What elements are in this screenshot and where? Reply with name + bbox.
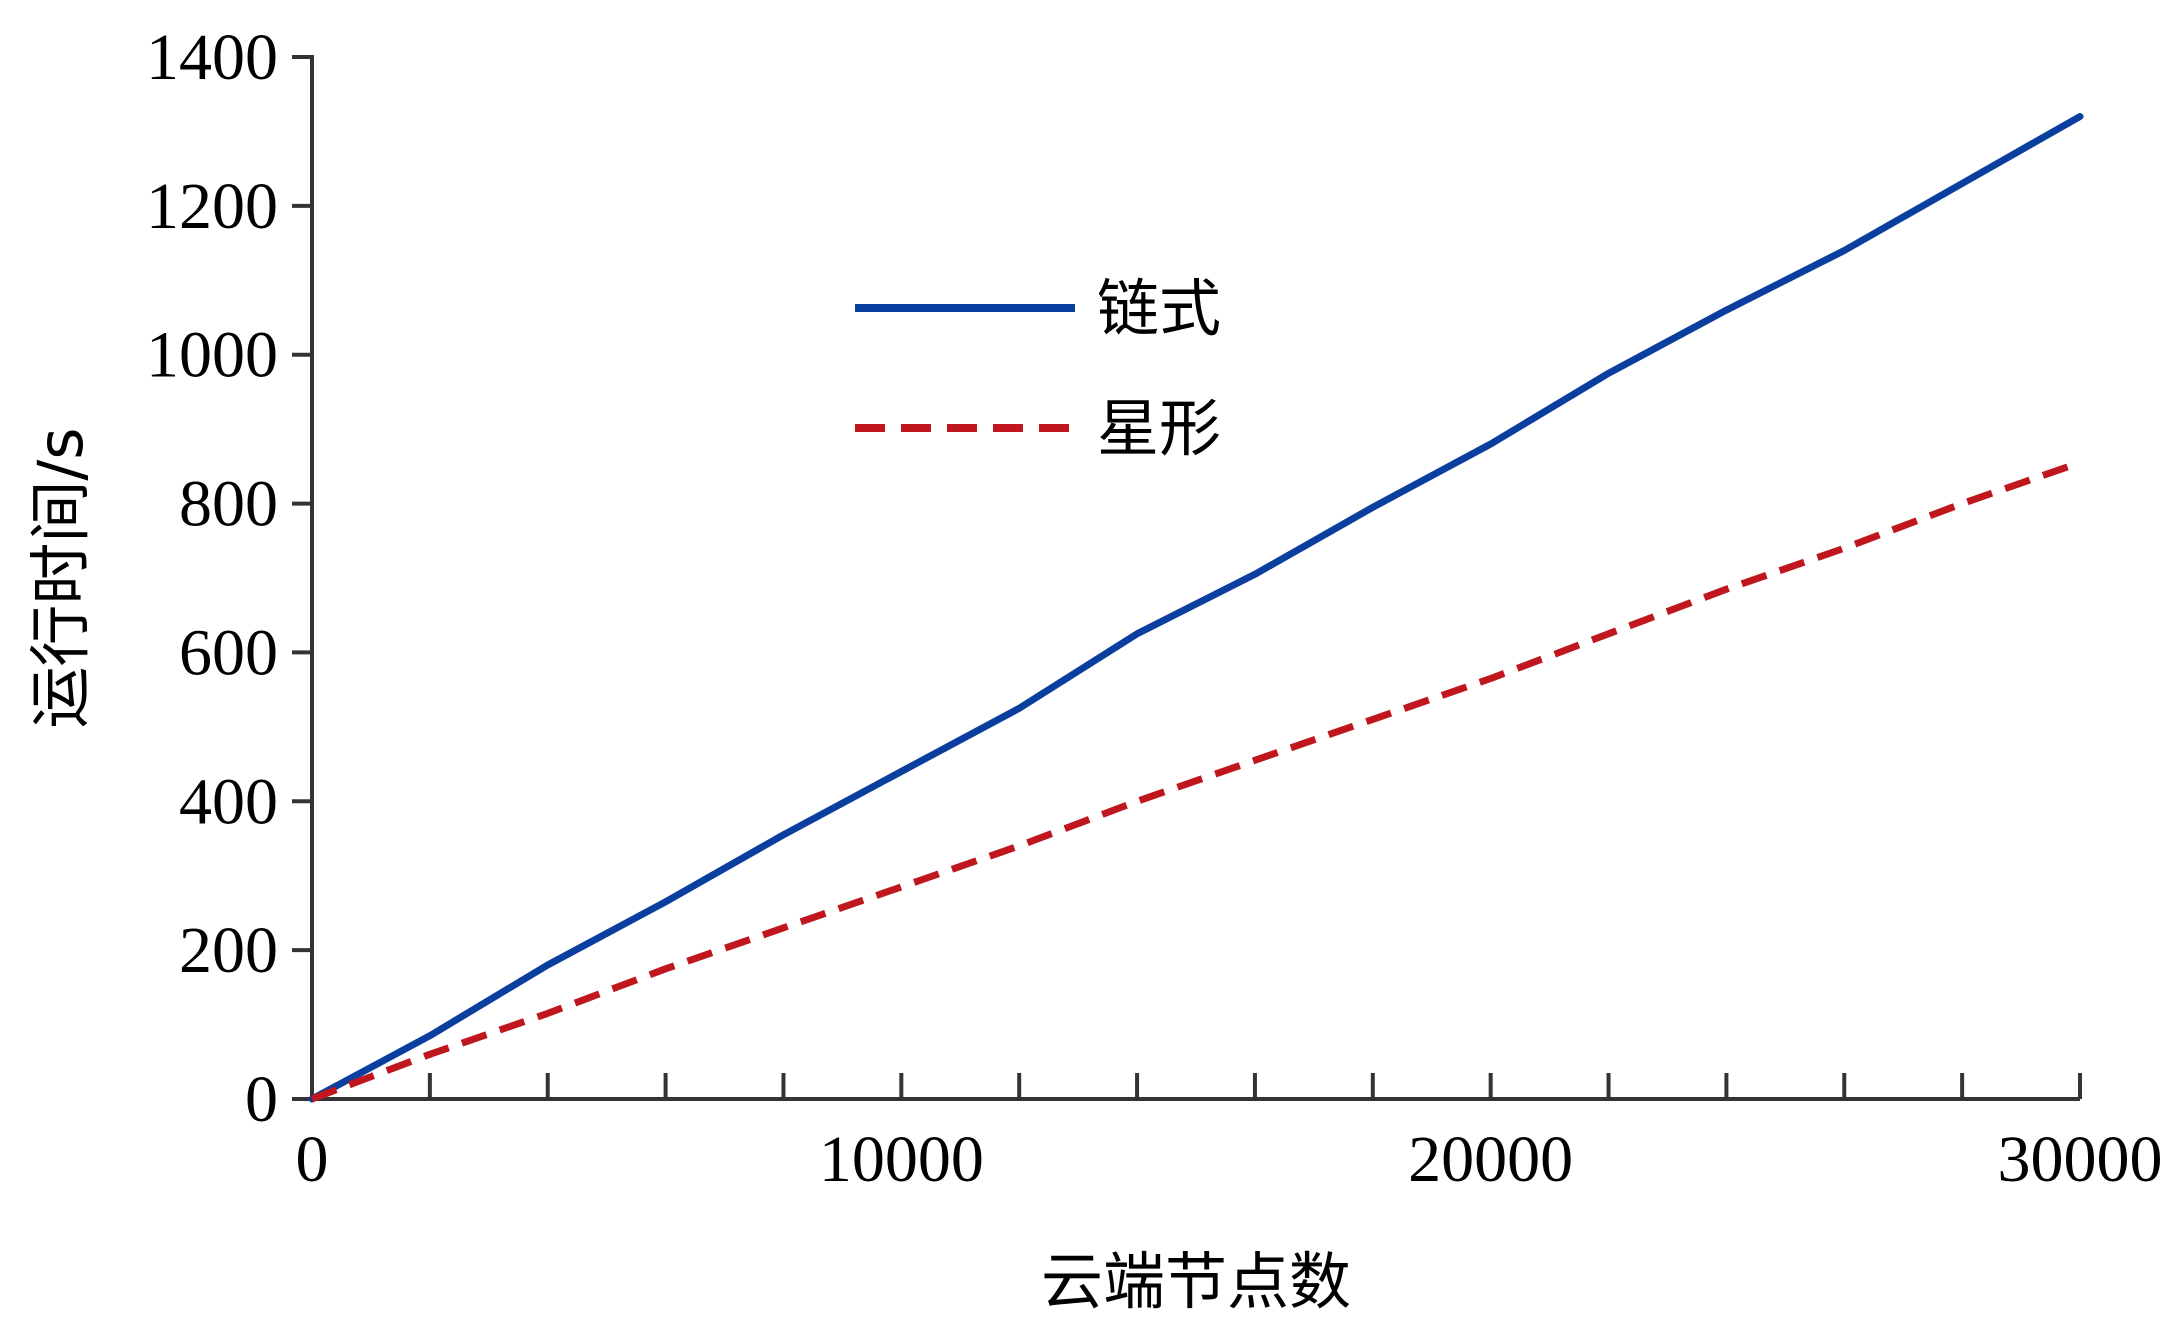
x-axis-title: 云端节点数 [1041, 1245, 1351, 1318]
x-tick-label: 20000 [1408, 1123, 1573, 1196]
series-group [308, 113, 2084, 1103]
y-tick-label: 0 [245, 1063, 278, 1136]
y-tick-label: 200 [179, 914, 278, 987]
series-line-1 [308, 113, 2084, 1103]
series-line-2 [310, 459, 2082, 1103]
y-axis-title: 运行时间/s [24, 427, 97, 728]
y-tick-label: 1000 [146, 319, 278, 392]
y-tick-label: 400 [179, 765, 278, 838]
x-tick-label: 10000 [819, 1123, 984, 1196]
axis-ticks: 0 200 400 600 800 1000 1200 1400 0 10000 20000 3000… [146, 21, 2163, 1196]
axes [310, 55, 2080, 1101]
x-tick-label: 30000 [1998, 1123, 2163, 1196]
y-tick-label: 1400 [146, 21, 278, 94]
legend-label-1: 链式 [1097, 272, 1221, 345]
legend-label-2: 星形 [1097, 392, 1221, 465]
x-tick-label: 0 [296, 1123, 329, 1196]
y-tick-label: 1200 [146, 170, 278, 243]
y-tick-label: 600 [179, 616, 278, 689]
y-tick-label: 800 [179, 468, 278, 541]
